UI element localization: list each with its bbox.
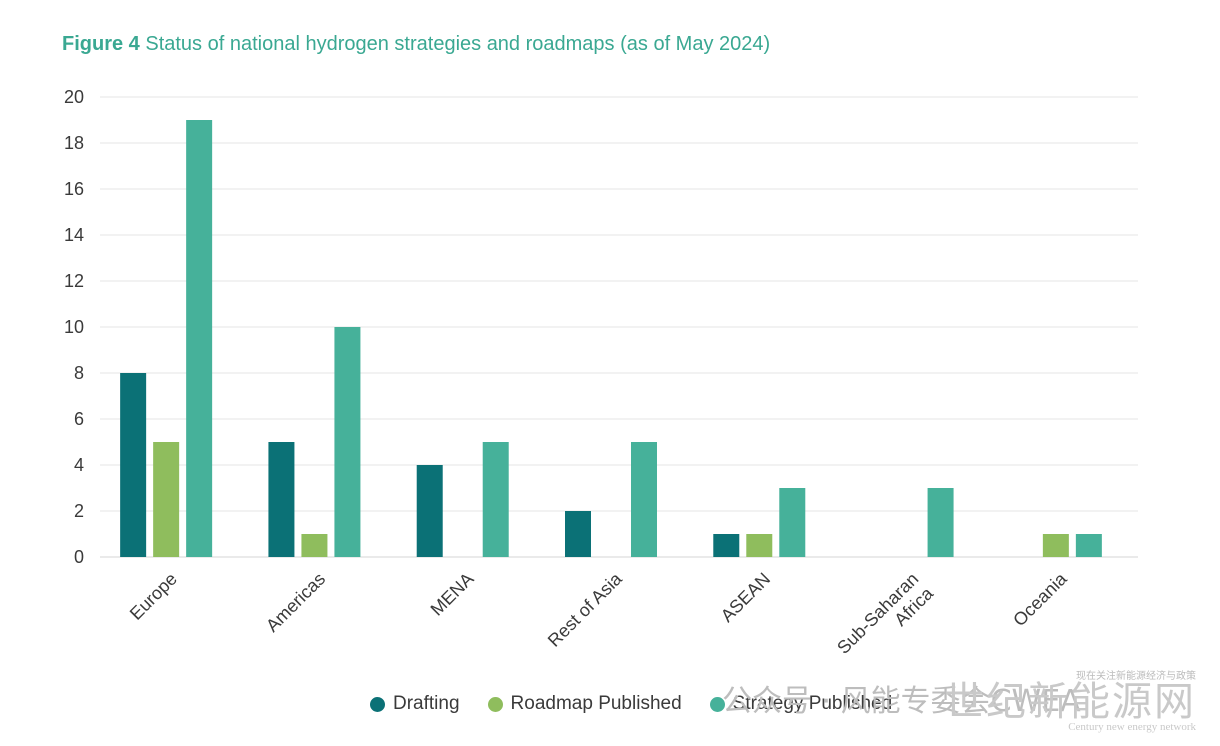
legend-item-strategy: Strategy Published	[709, 693, 893, 715]
figure-number: Figure 4	[62, 33, 140, 55]
x-tick-label: ASEAN	[717, 569, 774, 626]
bar-drafting	[120, 373, 147, 557]
x-tick-label-line: ASEAN	[717, 569, 774, 626]
x-tick-label: Americas	[262, 569, 329, 636]
bar-strategy-published	[779, 488, 806, 557]
strategy-swatch	[709, 696, 725, 712]
bar-strategy-published	[186, 120, 213, 557]
chart-title: Figure 4 Status of national hydrogen str…	[62, 33, 770, 56]
watermark-logo: 现在关注新能源经济与政策 世纪新能源网 Century new energy n…	[944, 672, 1196, 733]
y-tick-label: 2	[74, 501, 84, 521]
x-tick-label: Sub-SaharanAfrica	[833, 568, 937, 672]
bar-drafting	[416, 465, 443, 557]
y-tick-label: 6	[74, 409, 84, 429]
roadmap-swatch	[487, 696, 503, 712]
x-tick-label: Europe	[126, 569, 181, 624]
bar-strategy-published	[927, 488, 954, 557]
y-tick-label: 12	[64, 271, 84, 291]
y-tick-label: 4	[74, 455, 84, 475]
x-tick-label-line: MENA	[427, 569, 478, 620]
x-tick-label: Rest of Asia	[544, 568, 627, 651]
drafting-swatch	[370, 696, 385, 712]
legend: Drafting Roadmap Published Strategy Publ…	[370, 693, 892, 715]
x-tick-label: Oceania	[1009, 568, 1071, 630]
bar-roadmap-published	[746, 534, 773, 557]
bar-roadmap-published	[1042, 534, 1069, 557]
watermark-en-text: Century new energy network	[1068, 721, 1196, 733]
y-tick-label: 14	[64, 225, 84, 245]
x-tick-label-line: Americas	[262, 569, 329, 636]
watermark-top-text: 现在关注新能源经济与政策	[1076, 671, 1196, 682]
y-tick-label: 8	[74, 363, 84, 383]
bar-drafting	[713, 534, 740, 557]
legend-item-drafting: Drafting	[370, 693, 460, 715]
x-tick-label-line: Rest of Asia	[544, 568, 627, 651]
y-tick-label: 0	[74, 547, 84, 567]
bar-drafting	[565, 511, 591, 557]
legend-label-roadmap: Roadmap Published	[510, 693, 682, 714]
legend-item-roadmap: Roadmap Published	[487, 693, 682, 715]
x-tick-label-line: Europe	[126, 569, 181, 624]
bar-strategy-published	[482, 442, 509, 557]
bar-roadmap-published	[153, 442, 180, 557]
bar-drafting	[268, 442, 295, 557]
y-tick-label: 16	[64, 179, 84, 199]
watermark-cn-text: 世纪新能源网	[944, 679, 1196, 724]
bar-strategy-published	[631, 442, 657, 557]
x-tick-label: MENA	[427, 569, 478, 620]
bar-strategy-published	[1075, 534, 1102, 557]
y-tick-label: 10	[64, 317, 84, 337]
y-tick-label: 18	[64, 133, 84, 153]
legend-label-drafting: Drafting	[393, 693, 460, 714]
watermark-wechat-text: 公众号 · 风能专委会CWEA	[722, 684, 1081, 719]
legend-label-strategy: Strategy Published	[732, 693, 893, 714]
bar-strategy-published	[334, 327, 361, 557]
y-tick-label: 20	[64, 87, 84, 107]
x-tick-label-line: Oceania	[1009, 568, 1071, 630]
figure-title-text: Status of national hydrogen strategies a…	[145, 33, 771, 55]
bar-roadmap-published	[301, 534, 328, 557]
